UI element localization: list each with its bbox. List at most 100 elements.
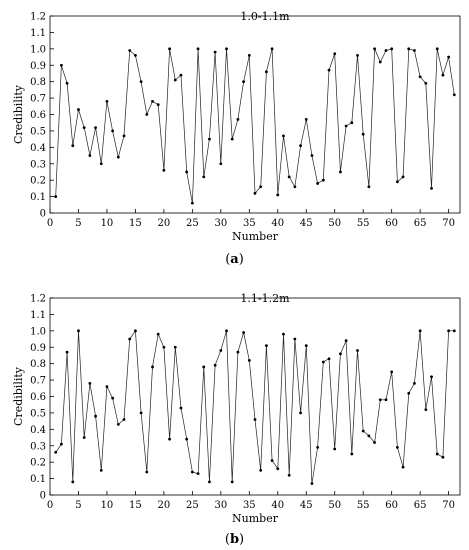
chart1-data-point [413,381,416,385]
chart1-data-point [395,445,399,449]
chart0-data-point [134,54,137,57]
chart0-xtick-label: 40 [271,218,284,229]
chart0-plot-frame [49,15,461,214]
chart1-data-point [378,398,382,402]
chart0-data-point [413,49,416,52]
chart1-xtick-label: 20 [158,500,171,511]
chart1-ytick-label: 0.4 [30,425,46,436]
chart0-data-point [242,80,246,84]
chart0-data-point [441,73,445,77]
chart1-ytick-label: 1.2 [30,294,46,305]
chart0-xtick-label: 60 [385,218,398,229]
chart1-data-point [407,391,411,395]
chart0-data-point [293,185,297,189]
chart0-data-point [373,47,376,51]
chart0-xtick-label: 10 [101,218,114,229]
chart1-series-line [55,329,455,484]
chart0-data-point [59,63,63,67]
chart0-data-point [304,118,308,121]
chart1-ytick-label: 0 [40,491,46,502]
chart1-ytick-label: 0.8 [30,359,46,370]
chart1-data-point [202,365,206,369]
chart1-ytick-label: 0.6 [30,392,46,403]
chart1-ytick-label: 0.3 [30,441,46,452]
chart1-xtick-label: 50 [328,500,341,511]
chart0-xtick-label: 55 [357,218,370,229]
chart1-data-point [299,411,302,415]
chart1-data-point [350,452,354,456]
chart1-data-point [173,345,177,349]
chart1-xtick-label: 45 [300,500,313,511]
chart0-data-point [299,144,302,148]
chart0-data-point [407,47,411,51]
chart1-data-point [327,357,331,361]
caption-b: (b) [0,532,469,547]
chart1-data-point [105,385,109,389]
chart0-y-axis-label: Credibility [12,84,25,144]
chart0-xtick-label: 0 [47,218,53,229]
chart0-data-point [435,47,439,51]
chart1-data-point [339,352,342,356]
chart0-data-point [225,47,228,51]
chart1-ytick-label: 0.7 [30,376,46,387]
chart0-data-point [384,49,388,52]
chart0-data-point [339,170,342,174]
chart0-data-point [344,124,348,128]
chart0-xtick-label: 15 [129,218,142,229]
chart1-ytick-label: 0.5 [30,408,46,419]
chart0-ytick-label: 1.2 [30,12,46,23]
chart1-data-point [282,332,285,336]
chart0-ytick-label: 1.0 [30,44,46,55]
chart1-data-point [390,370,394,374]
chart0-xtick-label: 5 [75,218,81,229]
chart1-data-point [430,375,433,379]
chart0-xtick-label: 70 [442,218,455,229]
chart1-data-point [196,472,200,476]
chart1-data-point [344,339,348,343]
chart0-data-point [156,103,160,107]
caption-a-letter: a [230,252,239,267]
chart0-data-point [145,113,149,116]
chart0-data-point [202,175,206,179]
chart1-data-point [356,349,359,352]
chart0-data-point [390,47,394,51]
chart1-data-point [213,363,217,367]
chart0-data-point [282,134,285,138]
chart0-data-point [270,47,274,51]
chart0-ytick-label: 0.7 [30,94,46,105]
chart1-ytick-label: 0.2 [30,458,46,469]
chart0-data-point [139,80,143,84]
chart1-data-point [435,452,439,456]
chart1-data-point [373,441,376,444]
chart0-data-point [310,154,314,157]
chart1-xtick-label: 65 [414,500,427,511]
chart0-data-point [418,75,422,79]
chart0-data-point [447,55,451,59]
chart0-ytick-label: 0 [40,209,46,220]
chart1-data-point [122,418,126,421]
chart1-xtick-label: 0 [47,500,53,511]
chart0-data-point [162,168,166,172]
chart0-data-point [213,50,217,54]
caption-b-letter: b [229,532,240,547]
chart1-data-point [225,329,228,333]
chart0-x-axis-label: Number [232,230,279,243]
chart1-data-point [208,480,211,484]
chart1-data-point [116,423,120,426]
chart1-data-point [77,329,80,333]
chart0-data-point [94,126,97,130]
chart0-data-point [122,134,126,138]
chart0-data-point [378,60,382,64]
chart1-xtick-label: 60 [385,500,398,511]
chart0-data-point [361,132,365,136]
chart1-xtick-label: 5 [75,500,81,511]
chart0-data-point [77,108,80,111]
chart0-title: 1.0-1.1m [240,10,290,23]
chart1-ytick-label: 1.1 [30,310,46,321]
chart-panel-a: 1.0-1.1m 0 0.1 0.2 0.3 0.4 0.5 0.6 0.7 0.8 0.9 1.0 1… [12,10,461,243]
chart1-data-point [111,396,115,400]
chart1-xtick-label: 10 [101,500,114,511]
chart1-y-axis-label: Credibility [12,366,25,426]
chart0-ytick-label: 0.9 [30,61,46,72]
chart1-data-point [54,450,58,454]
